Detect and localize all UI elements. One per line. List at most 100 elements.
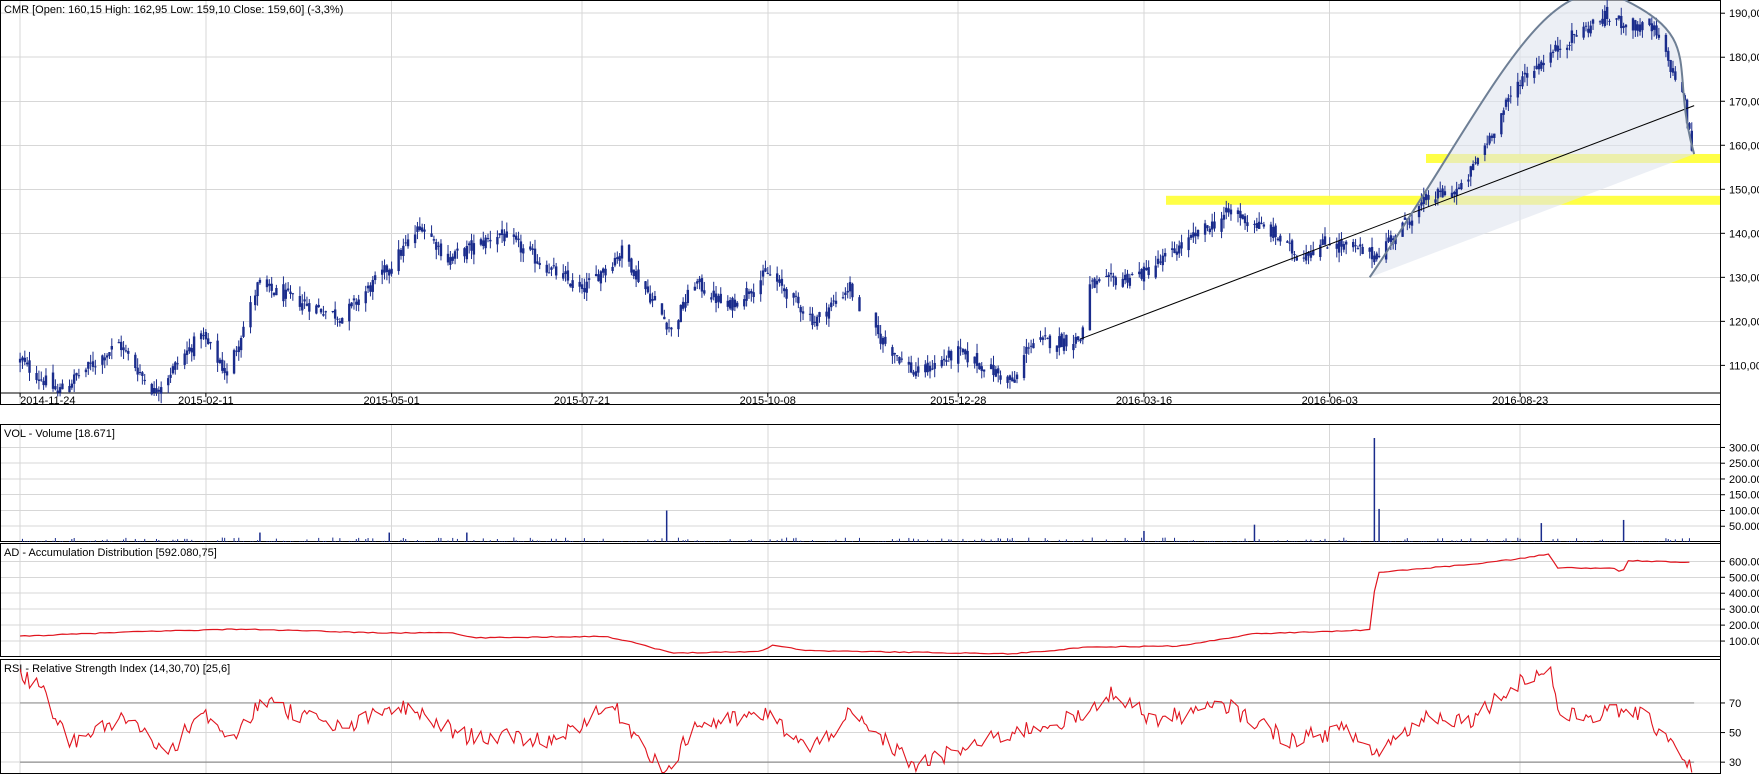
candle-body [1641, 22, 1644, 31]
price-candle [710, 292, 713, 303]
price-candle [1570, 22, 1574, 51]
price-candle [893, 352, 896, 364]
price-candle [155, 379, 158, 396]
price-candle [1354, 238, 1357, 253]
price-candle [1631, 17, 1635, 39]
price-candle [1243, 213, 1247, 230]
price-candle [677, 319, 680, 337]
ad-y-tick-label: 600.000 [1729, 556, 1759, 568]
price-candle [1072, 334, 1075, 359]
candle-body [1189, 235, 1193, 238]
candle-body [1095, 280, 1099, 285]
candle-body [44, 375, 48, 386]
price-candle [1159, 254, 1162, 265]
candle-body [898, 357, 901, 364]
price-candle [766, 266, 769, 275]
candle-body [1483, 145, 1487, 155]
price-candle [437, 241, 440, 256]
price-candle [256, 281, 259, 306]
price-candle [1615, 18, 1618, 26]
price-candle [127, 347, 130, 361]
candle-body [437, 245, 440, 247]
candle-body [966, 350, 969, 363]
price-candle [684, 294, 687, 312]
price-candle [1486, 135, 1489, 149]
candle-body [830, 302, 833, 308]
candle-body [1655, 25, 1658, 36]
candle-body [832, 300, 835, 302]
price-candle [1460, 179, 1463, 191]
price-candle [270, 276, 273, 298]
candle-body [947, 350, 951, 358]
candle-body [519, 241, 523, 253]
price-candle [432, 235, 436, 244]
candle-body [1236, 210, 1240, 215]
price-candle [1253, 220, 1256, 234]
price-candle [594, 265, 598, 277]
candle-body [1634, 20, 1637, 31]
price-candle [286, 282, 290, 292]
candle-body [1337, 241, 1341, 253]
price-candle [597, 269, 600, 282]
candle-body [646, 286, 650, 293]
candle-body [258, 279, 262, 283]
volume-panel-frame [0, 424, 1721, 542]
candle-body [1065, 334, 1068, 347]
price-candle [764, 260, 767, 273]
candle-body [879, 333, 882, 344]
price-candle [601, 267, 605, 278]
candle-body [1443, 191, 1447, 196]
candle-body [696, 281, 699, 284]
candle-body [1584, 25, 1588, 27]
candle-body [1255, 222, 1259, 228]
volume-panel-title: VOL - Volume [18.671] [4, 428, 115, 440]
price-candle [743, 295, 746, 310]
candle-body [235, 350, 238, 352]
candle-body [630, 258, 633, 273]
price-candle [451, 253, 454, 264]
price-candle [1648, 18, 1651, 27]
price-candle [258, 277, 262, 285]
price-candle [877, 316, 880, 339]
price-candle [308, 299, 311, 320]
candle-body [1439, 190, 1442, 193]
price-candle [479, 237, 483, 247]
candle-body [945, 360, 948, 362]
price-candle [1457, 183, 1461, 190]
price-y-tick-label: 150,00 [1729, 184, 1759, 196]
price-candle [1551, 49, 1555, 58]
price-candle [778, 275, 781, 287]
candle-body [199, 333, 203, 340]
candle-body [268, 283, 271, 286]
candle-body [928, 365, 932, 372]
price-candle [503, 229, 506, 246]
candle-body [931, 368, 934, 370]
candle-body [940, 359, 943, 367]
price-candle [1192, 222, 1195, 243]
candle-body [42, 380, 45, 386]
price-candle [679, 304, 682, 323]
candle-body [25, 362, 29, 365]
candle-body [846, 290, 849, 293]
price-candle [653, 290, 657, 301]
price-candle [879, 324, 882, 350]
candle-body [797, 296, 800, 304]
price-candle [914, 362, 918, 379]
candle-body [747, 291, 751, 294]
candle-body [18, 358, 22, 363]
candle-body [500, 229, 504, 236]
candle-body [1408, 221, 1411, 225]
price-candle [61, 379, 64, 390]
candle-body [373, 275, 377, 281]
candle-body [552, 265, 556, 267]
candle-body [138, 371, 142, 373]
price-candle [1434, 191, 1437, 206]
price-candle [529, 241, 532, 252]
price-candle [348, 298, 351, 331]
candle-body [1335, 243, 1338, 249]
price-candle [355, 298, 358, 311]
candle-body [1535, 65, 1538, 70]
candle-body [1154, 265, 1157, 278]
price-candle [783, 284, 786, 298]
